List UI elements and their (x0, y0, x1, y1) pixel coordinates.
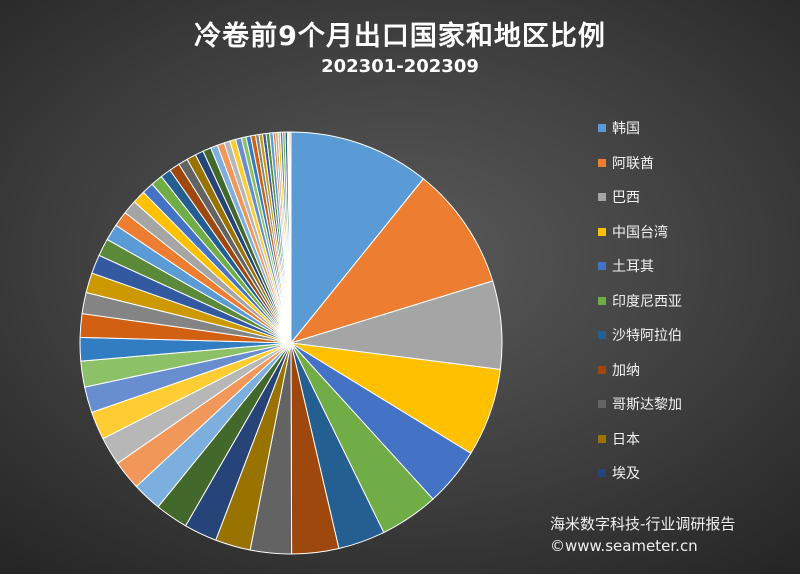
chart-subtitle: 202301-202309 (321, 56, 479, 77)
legend-swatch (598, 400, 606, 409)
legend-label: 加纳 (612, 362, 640, 379)
legend-label: 日本 (612, 431, 640, 448)
legend-item: 哥斯达黎加 (598, 387, 682, 422)
legend-item: 中国台湾 (598, 215, 682, 250)
legend-item: 沙特阿拉伯 (598, 318, 682, 353)
legend-label: 阿联酋 (612, 155, 654, 172)
chart-legend: 韩国阿联酋巴西中国台湾土耳其印度尼西亚沙特阿拉伯加纳哥斯达黎加日本埃及 (598, 111, 682, 491)
legend-swatch (598, 434, 606, 443)
legend-label: 埃及 (612, 466, 640, 483)
legend-item: 印度尼西亚 (598, 284, 682, 319)
legend-label: 中国台湾 (612, 224, 668, 241)
legend-label: 印度尼西亚 (612, 293, 682, 310)
chart-title: 冷卷前9个月出口国家和地区比例 (194, 21, 606, 52)
legend-item: 土耳其 (598, 249, 682, 284)
legend-swatch (598, 296, 606, 305)
legend-swatch (598, 158, 606, 167)
legend-item: 加纳 (598, 353, 682, 388)
legend-item: 巴西 (598, 180, 682, 215)
legend-label: 韩国 (612, 121, 640, 138)
watermark: 海米数字科技-行业调研报告 ©www.seameter.cn (550, 513, 735, 557)
legend-swatch (598, 193, 606, 202)
legend-label: 沙特阿拉伯 (612, 328, 682, 345)
pie-slice (290, 131, 425, 345)
legend-swatch (598, 365, 606, 374)
legend-swatch (598, 331, 606, 340)
pie-slice (289, 131, 292, 344)
watermark-line-1: 海米数字科技-行业调研报告 (550, 515, 736, 533)
legend-label: 哥斯达黎加 (612, 397, 682, 414)
legend-swatch (598, 469, 606, 478)
pie-slice (289, 178, 494, 344)
legend-item: 韩国 (598, 111, 682, 146)
legend-item: 埃及 (598, 456, 682, 491)
legend-swatch (598, 227, 606, 236)
legend-item: 阿联酋 (598, 146, 682, 181)
watermark-line-2: ©www.seameter.cn (550, 537, 698, 555)
legend-label: 巴西 (612, 190, 640, 207)
legend-swatch (598, 124, 606, 133)
legend-label: 土耳其 (612, 259, 654, 276)
legend-swatch (598, 262, 606, 271)
legend-item: 日本 (598, 422, 682, 457)
